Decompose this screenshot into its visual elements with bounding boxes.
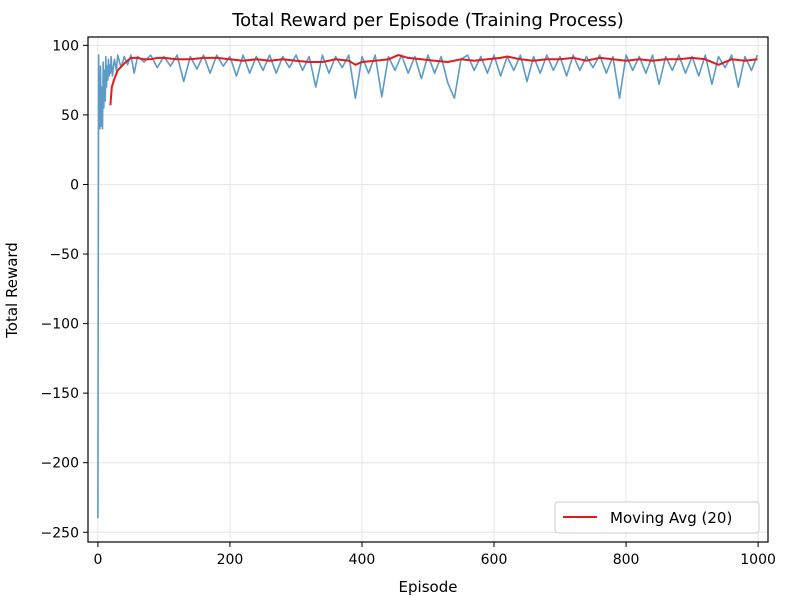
ticks: 0 200 400 600 800 1000 100 50 0 −50 −100 −150 −200 −2… (41, 38, 776, 568)
x-tick-label: 800 (613, 552, 640, 568)
y-tick-label: −50 (49, 247, 79, 263)
series-line-total-reward (97, 54, 759, 519)
x-tick-label: 1000 (740, 552, 776, 568)
x-tick-label: 600 (481, 552, 508, 568)
y-axis-label: Total Reward (3, 242, 21, 339)
y-tick-label: −250 (41, 525, 79, 541)
x-tick-label: 200 (217, 552, 244, 568)
y-tick-label: −200 (41, 456, 79, 472)
x-axis-label: Episode (399, 578, 458, 596)
y-tick-label: 0 (70, 177, 79, 193)
x-tick-label: 0 (93, 552, 102, 568)
series-layer (97, 54, 759, 519)
legend-label-moving-avg: Moving Avg (20) (610, 509, 732, 527)
y-tick-label: −150 (41, 386, 79, 402)
plot-frame (87, 36, 769, 543)
y-tick-label: 50 (61, 108, 79, 124)
legend: Moving Avg (20) (554, 501, 760, 534)
y-tick-label: −100 (41, 317, 79, 333)
legend-box (554, 501, 760, 534)
x-tick-label: 400 (349, 552, 376, 568)
grid (88, 37, 768, 542)
y-tick-label: 100 (52, 38, 79, 54)
chart-title: Total Reward per Episode (Training Proce… (231, 10, 624, 31)
series-line-moving-avg (109, 54, 758, 106)
